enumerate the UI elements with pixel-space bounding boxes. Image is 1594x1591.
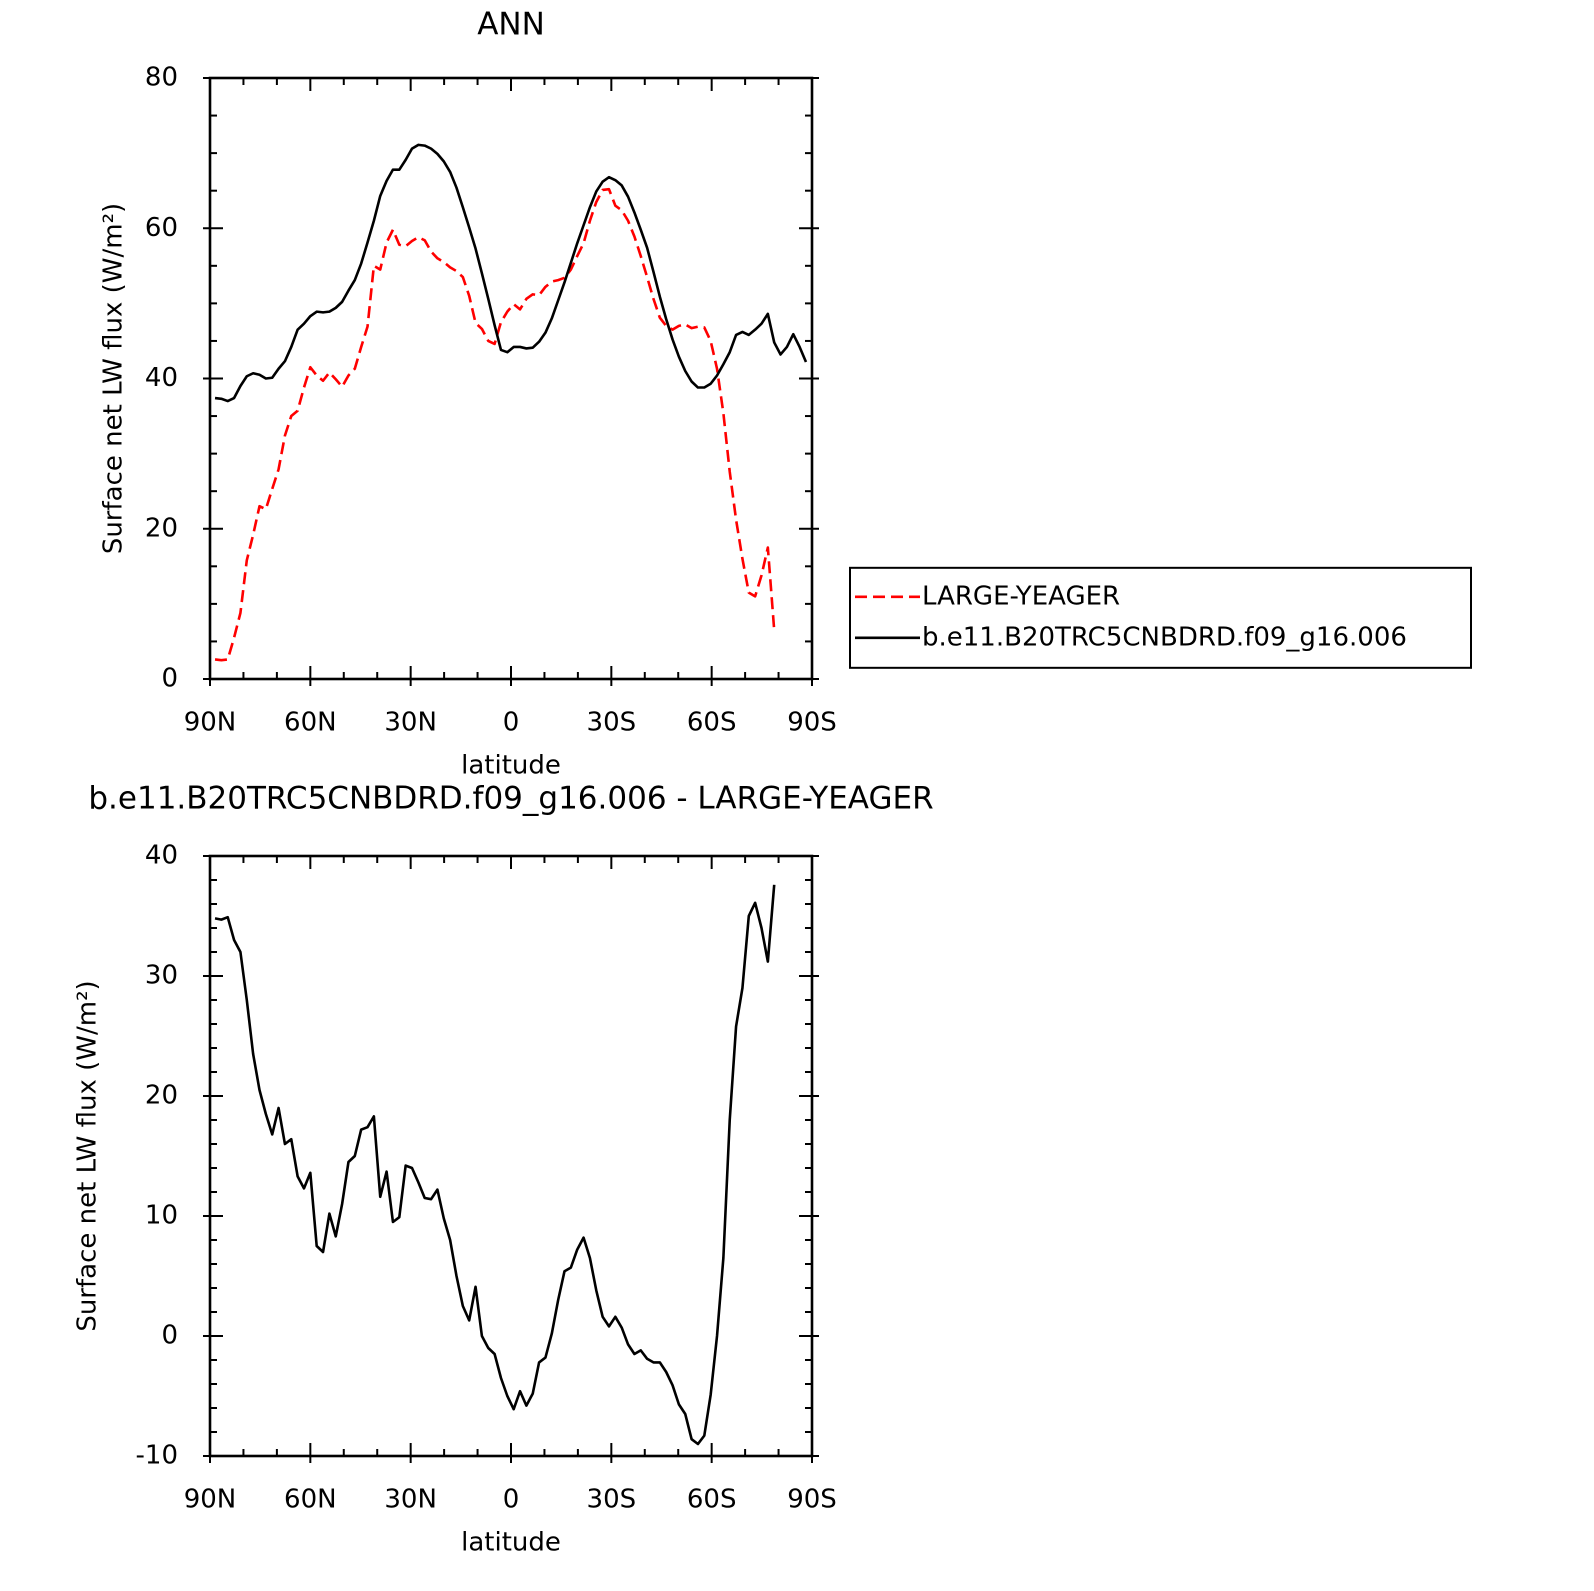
y-tick-label: 60	[145, 213, 178, 243]
y-axis-label: Surface net LW flux (W/m²)	[99, 203, 129, 554]
x-tick-label: 30N	[384, 1485, 437, 1515]
series-line	[214, 187, 776, 662]
x-tick-label: 60N	[284, 1485, 337, 1515]
y-tick-label: 40	[145, 363, 178, 393]
y-tick-label: 20	[145, 1081, 178, 1111]
x-axis-label: latitude	[461, 1528, 561, 1558]
chart-title: ANN	[477, 7, 545, 43]
x-tick-label: 0	[503, 708, 520, 738]
y-tick-label: 0	[161, 664, 178, 694]
x-tick-label: 30N	[384, 708, 437, 738]
x-tick-label: 30S	[587, 708, 637, 738]
series-line	[214, 884, 776, 1446]
y-tick-label: 10	[145, 1201, 178, 1231]
series-line	[214, 143, 808, 403]
x-tick-label: 90N	[184, 1485, 237, 1515]
y-tick-label: 0	[161, 1321, 178, 1351]
plot-frame	[208, 854, 814, 1458]
x-axis-label: latitude	[461, 751, 561, 781]
x-tick-label: 60S	[687, 708, 737, 738]
legend-label: b.e11.B20TRC5CNBDRD.f09_g16.006	[922, 622, 1407, 652]
y-tick-label: 30	[145, 961, 178, 991]
x-tick-label: 60S	[687, 1485, 737, 1515]
legend-label: LARGE-YEAGER	[922, 581, 1120, 611]
chart-title: b.e11.B20TRC5CNBDRD.f09_g16.006 - LARGE-…	[88, 781, 933, 817]
y-tick-label: 20	[145, 513, 178, 543]
y-tick-label: -10	[136, 1441, 178, 1471]
x-tick-label: 30S	[587, 1485, 637, 1515]
plot-frame	[208, 76, 814, 681]
x-tick-label: 60N	[284, 708, 337, 738]
x-tick-label: 90S	[787, 708, 837, 738]
y-tick-label: 40	[145, 841, 178, 871]
y-axis-label: Surface net LW flux (W/m²)	[73, 980, 103, 1331]
x-tick-label: 90N	[184, 708, 237, 738]
y-tick-label: 80	[145, 63, 178, 93]
legend-box	[849, 566, 1472, 669]
x-tick-label: 90S	[787, 1485, 837, 1515]
x-tick-label: 0	[503, 1485, 520, 1515]
